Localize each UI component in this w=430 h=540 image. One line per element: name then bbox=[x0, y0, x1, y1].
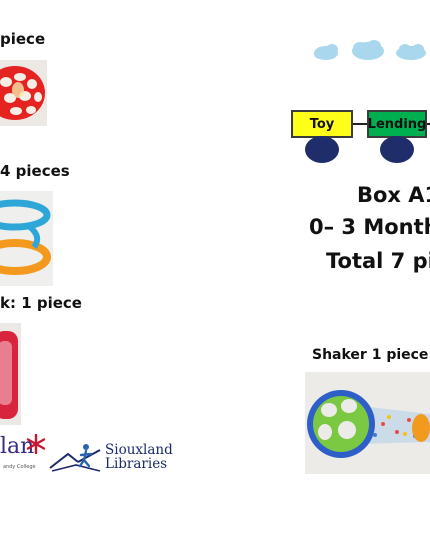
train-car-lending: Lending bbox=[367, 110, 427, 138]
train-car-toy: Toy bbox=[291, 110, 353, 138]
train-coupler bbox=[352, 123, 368, 125]
siouxland-libraries-logo: Siouxland Libraries bbox=[48, 440, 188, 476]
clouds-decoration bbox=[314, 40, 426, 60]
book-reader-icon bbox=[49, 444, 101, 472]
shaker-label: Shaker 1 piece bbox=[312, 347, 429, 363]
train-wheel bbox=[305, 136, 339, 163]
rings-photo bbox=[0, 191, 53, 286]
snowflake-icon bbox=[26, 434, 46, 454]
total-pieces: Total 7 pi bbox=[326, 249, 430, 273]
siouxland-line2: Libraries bbox=[105, 456, 168, 472]
age-range: 0– 3 Month bbox=[309, 215, 430, 239]
college-logo-subtext: andy College bbox=[3, 464, 36, 470]
red-toy-photo bbox=[0, 323, 21, 425]
red-ball-photo bbox=[0, 60, 47, 126]
item-label-middle: 4 pieces bbox=[0, 162, 70, 180]
college-logo-text: lan bbox=[0, 434, 35, 459]
box-title: Box A1 bbox=[357, 183, 430, 207]
item-label-bottom: k: 1 piece bbox=[0, 294, 82, 312]
college-logo: lan andy College bbox=[0, 432, 48, 474]
item-label-top: piece bbox=[0, 30, 46, 48]
siouxland-line1: Siouxland bbox=[105, 442, 173, 458]
train-coupler-2 bbox=[426, 123, 430, 125]
shaker-photo bbox=[305, 372, 430, 474]
train-wheel bbox=[380, 136, 414, 163]
